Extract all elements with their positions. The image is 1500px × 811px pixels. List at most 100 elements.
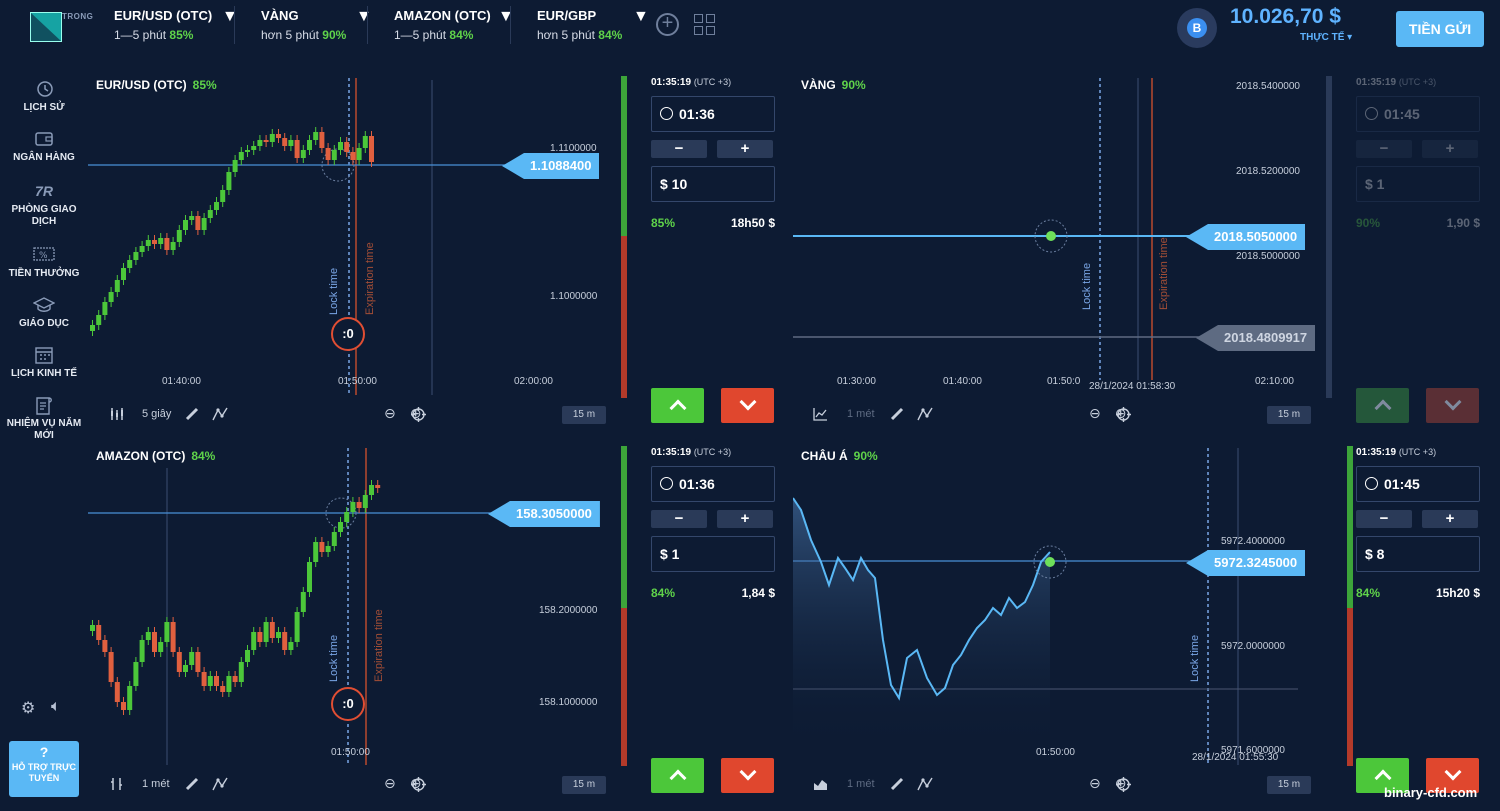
interval-select[interactable]: 1 mét	[847, 778, 875, 790]
timeframe-button[interactable]: 15 m	[1267, 406, 1311, 424]
amount-input[interactable]: $ 8	[1356, 536, 1480, 572]
add-chart-button[interactable]: +	[656, 13, 679, 36]
area-chart-icon[interactable]	[813, 777, 828, 794]
increase-button[interactable]: +	[717, 510, 773, 528]
settings-icon[interactable]: ⚙	[21, 700, 36, 717]
asset-tab-eurgbp[interactable]: EUR/GBP hơn 5 phút 84%	[537, 8, 622, 46]
amount-input[interactable]: $ 1	[651, 536, 775, 572]
put-button[interactable]	[1426, 388, 1479, 423]
call-button[interactable]	[1356, 758, 1409, 793]
price-tick: 1.1100000	[550, 143, 597, 154]
call-button[interactable]	[1356, 388, 1409, 423]
candle	[331, 150, 337, 160]
line-chart-icon[interactable]	[813, 407, 828, 424]
amount-input[interactable]: $ 1	[1356, 166, 1480, 202]
asset-tab-eurusd[interactable]: EUR/USD (OTC) 1—5 phút 85%	[114, 8, 212, 46]
candle	[325, 148, 331, 160]
timeframe-button[interactable]: 15 m	[562, 776, 606, 794]
drawing-icon[interactable]	[212, 777, 228, 794]
chevron-down-icon[interactable]: ▼	[633, 8, 649, 25]
layout-grid-icon[interactable]	[694, 14, 716, 36]
candlestick-chart[interactable]	[88, 70, 628, 400]
asset-tab-amazon[interactable]: AMAZON (OTC) 1—5 phút 84%	[394, 8, 491, 46]
divider	[510, 6, 511, 44]
chevron-down-icon[interactable]: ▼	[498, 8, 514, 25]
chevron-down-icon[interactable]: ▼	[222, 8, 238, 25]
decrease-button[interactable]: −	[1356, 510, 1412, 528]
lock-time-label: Lock time	[328, 267, 340, 315]
center-icon[interactable]	[1116, 777, 1131, 795]
interval-select[interactable]: 1 mét	[142, 778, 170, 790]
chevron-down-icon[interactable]: ▼	[356, 8, 372, 25]
call-button[interactable]	[651, 758, 704, 793]
ruler-icon[interactable]	[185, 777, 199, 794]
area-chart[interactable]	[793, 440, 1333, 770]
support-button[interactable]: ? HỖ TRỢ TRỰC TUYẾN	[9, 741, 79, 797]
sidebar-item-trading-room[interactable]: 7R PHÒNG GIAO DỊCH	[0, 182, 88, 228]
arrow-down-icon	[1444, 763, 1461, 781]
expiry-time-field[interactable]: 01:36	[651, 466, 775, 502]
expiry-time-field[interactable]: 01:36	[651, 96, 775, 132]
account-avatar[interactable]: B	[1177, 8, 1217, 48]
drawing-icon[interactable]	[917, 407, 933, 424]
increase-button[interactable]: +	[1422, 140, 1478, 158]
chart-type-icon[interactable]	[110, 407, 124, 424]
put-button[interactable]	[721, 758, 774, 793]
drawing-icon[interactable]	[212, 407, 228, 424]
ruler-icon[interactable]	[890, 777, 904, 794]
logo[interactable]	[30, 12, 62, 42]
sound-icon[interactable]: 🔈︎	[51, 698, 61, 715]
decrease-button[interactable]: −	[1356, 140, 1412, 158]
candle	[338, 522, 343, 532]
center-icon[interactable]	[1116, 407, 1131, 425]
interval-select[interactable]: 1 mét	[847, 408, 875, 420]
zoom-controls[interactable]: ⊖⊕	[1089, 405, 1141, 421]
deposit-button[interactable]: TIỀN GỬI	[1396, 11, 1484, 47]
sidebar-item-bank[interactable]: NGÂN HÀNG	[0, 130, 88, 164]
center-icon[interactable]	[411, 777, 426, 795]
zoom-controls[interactable]: ⊖⊕	[1089, 775, 1141, 791]
sidebar-item-calendar[interactable]: LỊCH KINH TẾ	[0, 346, 88, 380]
balance-value: 10.026,70 $	[1230, 5, 1341, 28]
candle	[170, 242, 176, 250]
timeframe-button[interactable]: 15 m	[562, 406, 606, 424]
interval-select[interactable]: 5 giây	[142, 408, 172, 420]
price-tick: 2018.5200000	[1236, 166, 1300, 177]
increase-button[interactable]: +	[1422, 510, 1478, 528]
price-tick: 158.2000000	[539, 605, 598, 616]
put-button[interactable]	[721, 388, 774, 423]
zoom-controls[interactable]: ⊖⊕	[384, 405, 436, 421]
center-icon[interactable]	[411, 407, 426, 425]
candle	[102, 302, 108, 315]
decrease-button[interactable]: −	[651, 510, 707, 528]
amount-input[interactable]: $ 10	[651, 166, 775, 202]
ruler-icon[interactable]	[890, 407, 904, 424]
candle	[158, 642, 164, 652]
chart-type-icon[interactable]	[110, 777, 124, 794]
sidebar-item-education[interactable]: GIÁO DỤC	[0, 296, 88, 330]
candle	[114, 280, 120, 292]
line-chart[interactable]	[793, 70, 1333, 400]
logo-text: TRONG	[62, 12, 94, 21]
sidebar-item-bonus[interactable]: % TIỀN THƯỞNG	[0, 246, 88, 280]
ruler-icon[interactable]	[185, 407, 199, 424]
call-button[interactable]	[651, 388, 704, 423]
drawing-icon[interactable]	[917, 777, 933, 794]
zoom-controls[interactable]: ⊖⊕	[384, 775, 436, 791]
asset-tab-gold[interactable]: VÀNG hơn 5 phút 90%	[261, 8, 346, 46]
timeframe-button[interactable]: 15 m	[1267, 776, 1311, 794]
account-type-select[interactable]: THỰC TẾ ▾	[1300, 32, 1353, 43]
put-button[interactable]	[1426, 758, 1479, 793]
candlestick-chart[interactable]	[88, 440, 628, 770]
sidebar-item-history[interactable]: LỊCH SỬ	[0, 80, 88, 114]
price-tick: 2018.5000000	[1236, 251, 1300, 262]
time-tick: 01:40:00	[943, 376, 982, 387]
server-clock: 01:35:19 (UTC +3)	[1356, 447, 1437, 458]
sidebar-item-new-year-quests[interactable]: NHIỆM VỤ NĂM MỚI	[0, 396, 88, 442]
increase-button[interactable]: +	[717, 140, 773, 158]
expiry-time-field[interactable]: 01:45	[1356, 466, 1480, 502]
expiry-time-field[interactable]: 01:45	[1356, 96, 1480, 132]
decrease-button[interactable]: −	[651, 140, 707, 158]
candle	[245, 650, 250, 662]
sidebar-item-label: LỊCH SỬ	[23, 102, 65, 113]
